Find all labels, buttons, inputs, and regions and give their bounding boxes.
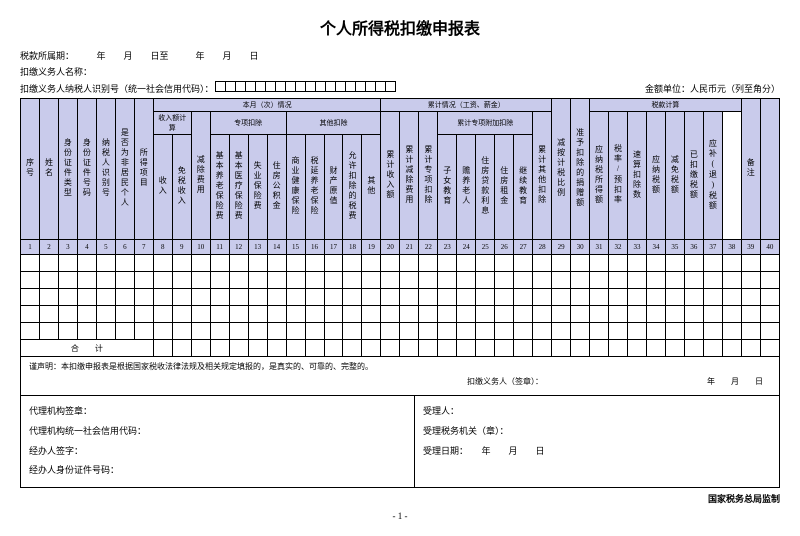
withholder-id-label: 扣缴义务人纳税人识别号（统一社会信用代码）： [20, 84, 214, 94]
withholder-name: 扣缴义务人名称： [20, 65, 780, 78]
handler-sign: 经办人签字： [29, 442, 406, 462]
sign-date: 年 月 日 [707, 377, 763, 386]
table-row [21, 255, 780, 272]
handler-id: 经办人身份证件号码： [29, 461, 406, 481]
table-row [21, 289, 780, 306]
amount-unit: 金额单位：人民币元（列至角分） [645, 82, 780, 95]
agent-name: 代理机构签章： [29, 402, 406, 422]
footer-box: 代理机构签章： 代理机构统一社会信用代码： 经办人签字： 经办人身份证件号码： … [20, 396, 780, 488]
supervise-label: 国家税务总局监制 [20, 492, 780, 505]
receiver: 受理人： [423, 402, 771, 422]
credit-code-boxes [216, 81, 396, 92]
table-row [21, 306, 780, 323]
table-row [21, 272, 780, 289]
agent-code: 代理机构统一社会信用代码： [29, 422, 406, 442]
receive-org: 受理税务机关（章）： [423, 422, 771, 442]
page-number: - 1 - [20, 511, 780, 521]
page-title: 个人所得税扣缴申报表 [20, 15, 780, 39]
receive-date: 受理日期： 年 月 日 [423, 442, 771, 462]
period-line: 税款所属期： 年 月 日至 年 月 日 [20, 49, 780, 62]
main-table: 序号姓名身份证件类型身份证件号码纳税人识别号是否为非居民个人所得项目本月（次）情… [20, 98, 780, 357]
declaration-box: 谨声明：本扣缴申报表是根据国家税收法律法规及相关规定填报的，是真实的、可靠的、完… [20, 357, 780, 396]
sign-label: 扣缴义务人（签章）： [467, 377, 543, 386]
declaration-text: 谨声明：本扣缴申报表是根据国家税收法律法规及相关规定填报的，是真实的、可靠的、完… [29, 361, 771, 372]
table-row [21, 323, 780, 340]
